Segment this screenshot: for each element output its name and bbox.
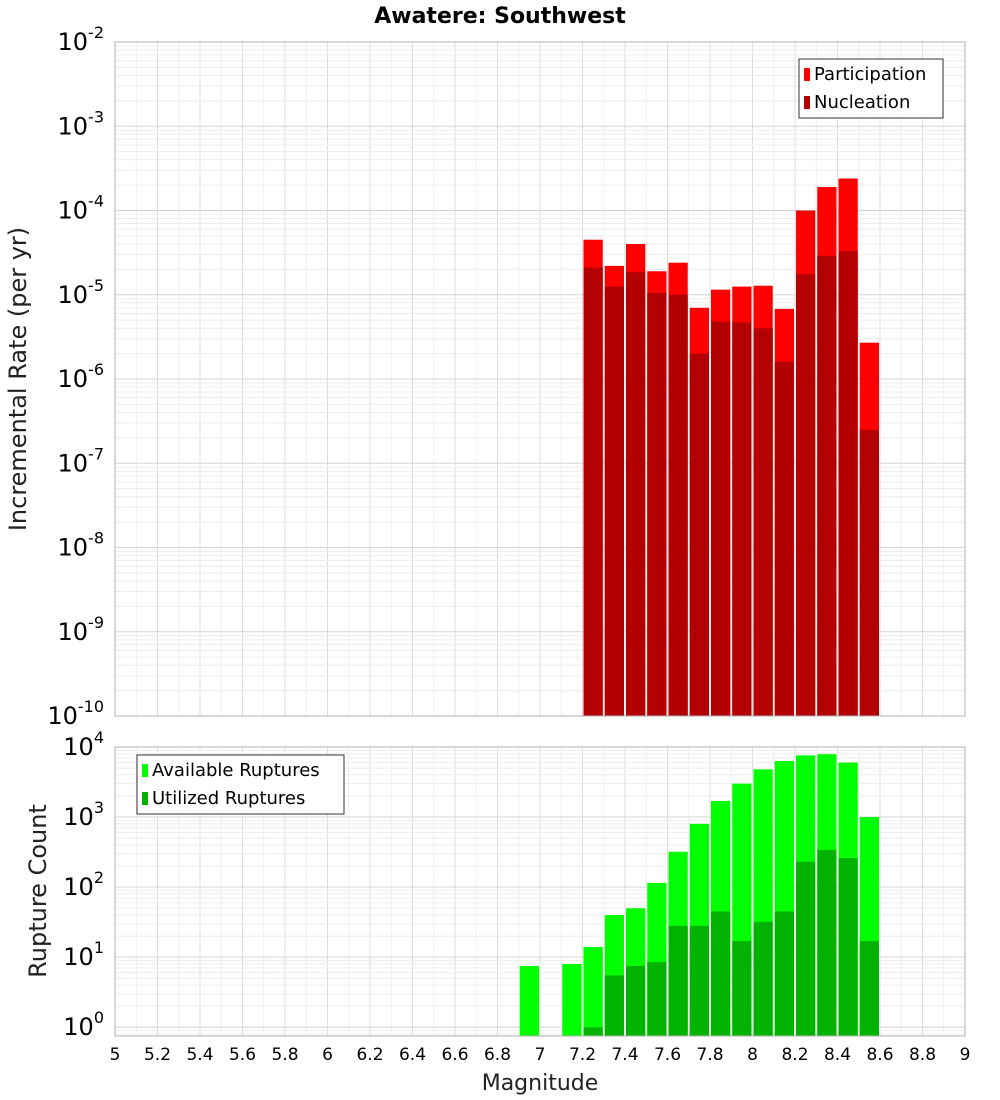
y-tick-label: 10-7 xyxy=(58,444,105,477)
legend-swatch xyxy=(142,792,148,805)
x-tick-label: 7.6 xyxy=(654,1045,681,1065)
rate-bar-nucleation xyxy=(753,328,773,716)
legend-swatch xyxy=(142,764,148,777)
y-tick-label: 101 xyxy=(63,938,104,971)
count-bar-utilized-ruptures xyxy=(647,962,667,1036)
rate-bar-nucleation xyxy=(838,251,858,717)
count-plot-frame xyxy=(114,746,966,1037)
y-tick-label: 100 xyxy=(63,1008,104,1041)
y-tick-label: 10-6 xyxy=(58,360,105,393)
legend-label: Participation xyxy=(814,64,926,85)
count-bar-available-ruptures xyxy=(562,963,582,1036)
count-bar-utilized-ruptures xyxy=(732,941,752,1036)
rate-grid xyxy=(114,41,966,717)
x-tick-label: 5.8 xyxy=(271,1045,298,1065)
count-bar-available-ruptures xyxy=(583,946,603,1036)
y-tick-label: 102 xyxy=(63,868,104,901)
x-tick-label: 8 xyxy=(747,1045,758,1065)
rate-plot-frame xyxy=(114,41,966,717)
count-y-axis-label: Rupture Count xyxy=(24,804,52,978)
count-y-ticks: 100 101 102 103 104 xyxy=(63,728,104,1041)
x-tick-label: 6.8 xyxy=(484,1045,511,1065)
x-tick-label: 7.2 xyxy=(569,1045,596,1065)
x-tick-label: 7.4 xyxy=(611,1045,638,1065)
rate-bar-nucleation xyxy=(774,361,794,716)
rate-bar-nucleation xyxy=(647,292,667,716)
count-bars xyxy=(519,754,879,1036)
rate-bar-nucleation xyxy=(796,274,816,716)
y-tick-label: 10-2 xyxy=(58,23,105,56)
rate-panel: 10-10 10-9 10-8 10-7 10-6 10-5 10-4 10-3 10-2 In… xyxy=(4,23,966,730)
rate-bar-nucleation xyxy=(626,272,646,716)
count-bar-utilized-ruptures xyxy=(626,965,646,1036)
x-tick-label: 5.2 xyxy=(144,1045,171,1065)
x-tick-label: 8.6 xyxy=(866,1045,893,1065)
x-axis-label: Magnitude xyxy=(482,1071,599,1096)
x-tick-label: 7.8 xyxy=(696,1045,723,1065)
count-bar-utilized-ruptures xyxy=(796,861,816,1036)
x-tick-label: 5.4 xyxy=(186,1045,213,1065)
legend-box xyxy=(798,58,944,119)
count-bar-available-ruptures xyxy=(519,965,539,1036)
y-tick-label: 10-9 xyxy=(58,613,105,646)
count-bar-utilized-ruptures xyxy=(583,1027,603,1036)
count-bar-utilized-ruptures xyxy=(859,941,879,1036)
rate-y-ticks: 10-10 10-9 10-8 10-7 10-6 10-5 10-4 10-3 10-2 xyxy=(47,23,104,730)
x-tick-label: 9 xyxy=(960,1045,971,1065)
x-tick-label: 6.2 xyxy=(356,1045,383,1065)
legend-label: Available Ruptures xyxy=(152,760,320,781)
x-tick-label: 6.4 xyxy=(399,1045,426,1065)
x-tick-label: 8.8 xyxy=(909,1045,936,1065)
x-tick-label: 8.2 xyxy=(781,1045,808,1065)
magnitude-x-ticks: 5 5.2 5.4 5.6 5.8 6 6.2 6.4 6.6 6.8 7 7.2 7.4 7.6 7.8 8… xyxy=(110,1045,971,1065)
count-bar-utilized-ruptures xyxy=(711,911,731,1036)
y-tick-label: 10-3 xyxy=(58,107,105,140)
rate-bar-nucleation xyxy=(711,321,731,716)
legend-swatch xyxy=(804,96,810,109)
count-bar-utilized-ruptures xyxy=(604,975,624,1036)
x-tick-label: 7 xyxy=(535,1045,546,1065)
count-bar-utilized-ruptures xyxy=(774,911,794,1036)
count-bar-utilized-ruptures xyxy=(838,858,858,1036)
y-tick-label: 103 xyxy=(63,798,104,831)
y-tick-label: 10-10 xyxy=(47,697,104,730)
rate-bar-nucleation xyxy=(689,353,709,716)
count-bar-utilized-ruptures xyxy=(753,921,773,1036)
y-tick-label: 104 xyxy=(63,728,104,761)
y-tick-label: 10-8 xyxy=(58,529,105,562)
count-bar-utilized-ruptures xyxy=(668,925,688,1036)
chart-title: Awatere: Southwest xyxy=(374,4,626,29)
rate-y-axis-label: Incremental Rate (per yr) xyxy=(4,227,32,531)
rate-bar-nucleation xyxy=(668,294,688,716)
rate-bar-nucleation xyxy=(732,322,752,716)
legend-box xyxy=(136,754,345,815)
x-tick-label: 6.6 xyxy=(441,1045,468,1065)
count-bar-utilized-ruptures xyxy=(689,925,709,1036)
legend-label: Utilized Ruptures xyxy=(152,788,305,809)
rate-bars xyxy=(583,178,879,717)
rate-bar-nucleation xyxy=(817,255,837,716)
y-tick-label: 10-4 xyxy=(58,192,105,225)
x-tick-label: 5.6 xyxy=(229,1045,256,1065)
x-tick-label: 6 xyxy=(322,1045,333,1065)
x-tick-label: 8.4 xyxy=(824,1045,851,1065)
count-grid xyxy=(114,746,966,1036)
x-tick-label: 5 xyxy=(110,1045,121,1065)
count-bar-utilized-ruptures xyxy=(817,849,837,1036)
rate-bar-nucleation xyxy=(604,286,624,716)
legend-label: Nucleation xyxy=(814,92,910,113)
rate-bar-nucleation xyxy=(859,429,879,716)
rate-legend: Participation Nucleation xyxy=(798,58,944,119)
legend-swatch xyxy=(804,68,810,81)
count-legend: Available Ruptures Utilized Ruptures xyxy=(136,754,345,815)
count-panel: 100 101 102 103 104 5 5.2 5.4 5.6 5.8 6 6.2 6.4 6.6 6… xyxy=(24,728,970,1096)
rate-bar-nucleation xyxy=(583,267,603,716)
y-tick-label: 10-5 xyxy=(58,276,105,309)
